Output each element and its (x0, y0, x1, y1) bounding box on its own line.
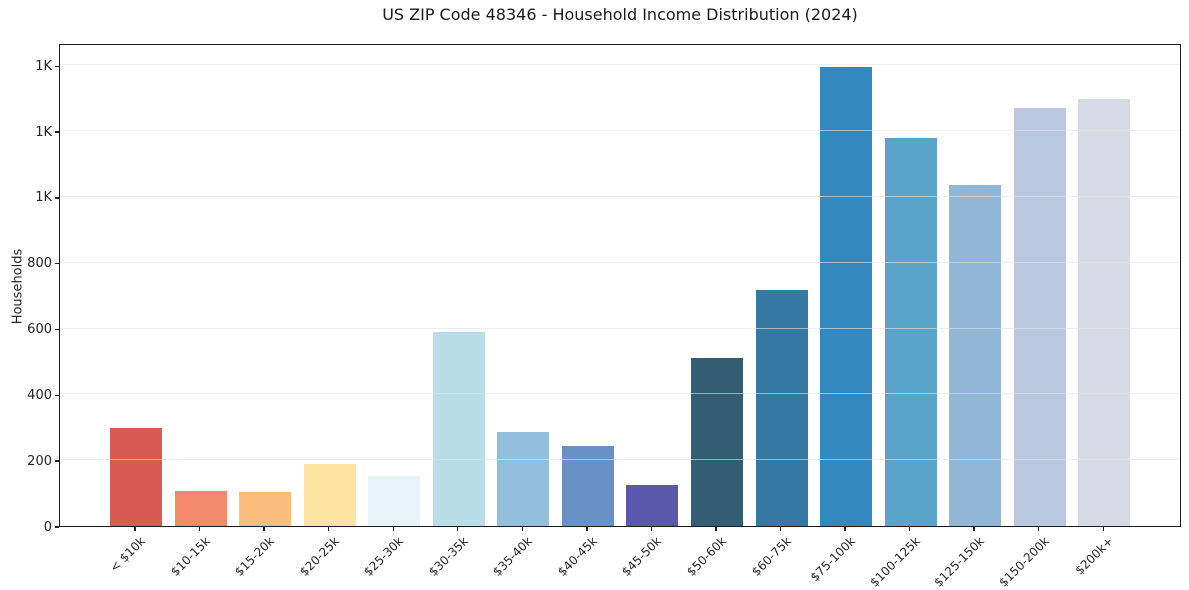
gridline (60, 64, 1180, 66)
gridline (60, 459, 1180, 461)
y-tick-label: 1K (35, 190, 52, 206)
y-tick-mark (55, 526, 59, 528)
x-tick-mark (457, 527, 459, 531)
y-tick-label: 800 (27, 256, 52, 272)
y-tick-mark (55, 131, 59, 133)
x-tick-mark (1038, 527, 1040, 531)
bar-$40-45k (561, 445, 614, 526)
x-tick-mark (844, 527, 846, 531)
gridline (60, 327, 1180, 329)
plot-area (59, 44, 1181, 527)
x-tick-mark (715, 527, 717, 531)
y-tick-label: 1K (35, 58, 52, 74)
bar-$35-40k (497, 431, 550, 526)
bar-$200k+ (1078, 98, 1131, 526)
x-tick-mark (521, 527, 523, 531)
y-tick-mark (55, 263, 59, 265)
y-axis-label: Households (10, 248, 26, 325)
bar-< $10k (110, 428, 162, 526)
x-tick-mark (392, 527, 394, 531)
x-tick-mark (198, 527, 201, 531)
y-tick-mark (55, 394, 59, 397)
x-tick-mark (779, 527, 782, 531)
gridline (60, 195, 1180, 197)
bar-$50-60k (690, 357, 743, 526)
y-tick-label: 1K (35, 124, 52, 140)
x-tick-mark (327, 527, 330, 531)
gridline (60, 261, 1180, 263)
y-tick-label: 200 (27, 453, 52, 469)
gridline (60, 393, 1180, 395)
bar-$75-100k (820, 67, 873, 526)
bar-$30-35k (432, 331, 485, 526)
gridline (60, 130, 1180, 132)
y-tick-mark (55, 460, 59, 462)
y-tick-mark (55, 65, 59, 68)
x-tick-mark (973, 527, 975, 531)
y-tick-mark (55, 328, 59, 331)
bar-$10-15k (174, 490, 227, 526)
y-tick-label: 400 (27, 387, 52, 403)
y-tick-label: 0 (43, 519, 52, 535)
bar-$100-125k (884, 138, 937, 526)
x-tick-mark (650, 527, 653, 531)
y-tick-label: 600 (27, 322, 52, 338)
x-tick-mark (263, 527, 265, 531)
bar-$150-200k (1013, 108, 1066, 526)
bar-$25-30k (368, 475, 421, 526)
bar-$20-25k (303, 463, 356, 526)
bar-$125-150k (949, 185, 1002, 526)
y-tick-mark (55, 197, 59, 199)
x-tick-mark (1102, 527, 1104, 531)
bar-$45-50k (626, 484, 679, 526)
x-tick-mark (134, 527, 136, 531)
x-tick-mark (586, 527, 588, 531)
x-tick-label: < $10k (107, 534, 148, 575)
x-tick-mark (908, 527, 911, 531)
bar-$15-20k (239, 492, 292, 526)
chart-title: US ZIP Code 48346 - Household Income Dis… (382, 5, 858, 24)
bar-$60-75k (755, 290, 808, 526)
